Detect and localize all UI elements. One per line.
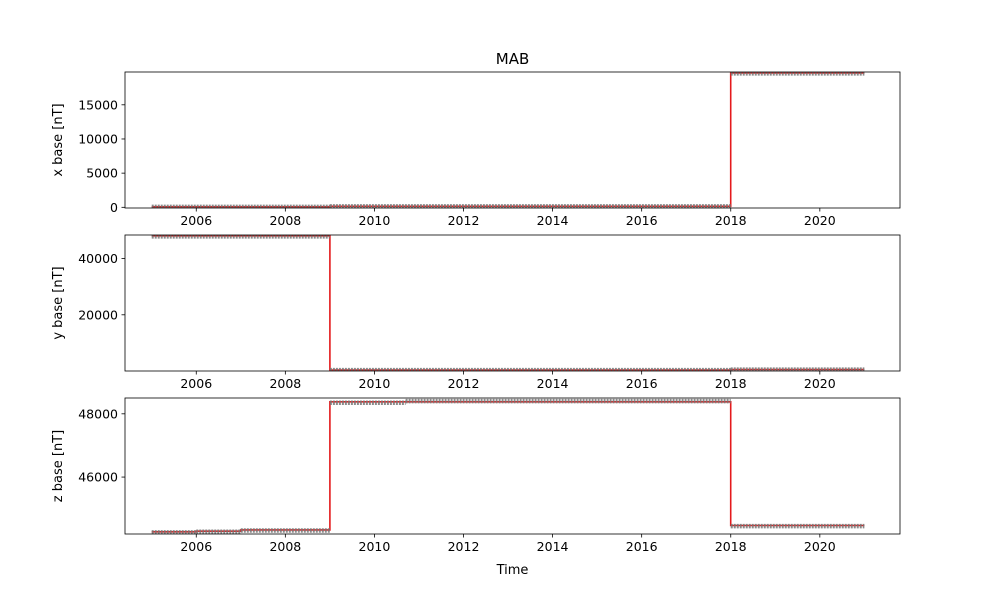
x-tick-label: 2014 <box>537 539 569 554</box>
x-tick-label: 2016 <box>626 376 658 391</box>
y-axis-label: y base [nT] <box>51 266 66 339</box>
axes-frame <box>124 234 901 372</box>
x-tick-label: 2010 <box>359 213 391 228</box>
y-tick-label: 0 <box>110 200 118 215</box>
y-axis-label: x base [nT] <box>51 103 66 176</box>
x-tick-label: 2008 <box>269 213 301 228</box>
plot-area <box>151 72 865 208</box>
x-tick-label: 2012 <box>448 213 480 228</box>
x-tick-label: 2018 <box>715 376 747 391</box>
y-tick-label: 20000 <box>78 307 118 322</box>
y-axis-label: z base [nT] <box>51 430 66 502</box>
panel-2: 2006 2008 2010 2012 2014 2016 2018 2020 20000 400… <box>51 234 901 391</box>
x-tick-label: 2020 <box>804 376 836 391</box>
x-tick-label: 2006 <box>180 376 212 391</box>
x-tick-label: 2010 <box>359 376 391 391</box>
x-tick-label: 2010 <box>359 539 391 554</box>
x-tick-label: 2014 <box>537 376 569 391</box>
y-tick-label: 48000 <box>78 406 118 421</box>
y-tick-label: 10000 <box>78 131 118 146</box>
chart-panels: 2006 2008 2010 2012 2014 2016 2018 2020 0 5000 100… <box>51 71 901 554</box>
plot-area <box>151 235 865 371</box>
base-line <box>151 72 865 208</box>
x-tick-label: 2006 <box>180 213 212 228</box>
y-tick-label: 5000 <box>86 166 118 181</box>
x-axis-label: Time <box>496 563 529 578</box>
panel-1: 2006 2008 2010 2012 2014 2016 2018 2020 0 5000 100… <box>51 71 901 228</box>
base-line <box>151 235 865 371</box>
y-tick-label: 46000 <box>78 470 118 485</box>
x-tick-label: 2020 <box>804 539 836 554</box>
x-tick-label: 2008 <box>269 539 301 554</box>
x-tick-label: 2006 <box>180 539 212 554</box>
x-tick-label: 2012 <box>448 376 480 391</box>
x-tick-label: 2020 <box>804 213 836 228</box>
chart-title: MAB <box>496 50 530 68</box>
x-tick-label: 2008 <box>269 376 301 391</box>
x-tick-label: 2016 <box>626 539 658 554</box>
x-tick-label: 2018 <box>715 539 747 554</box>
x-tick-label: 2016 <box>626 213 658 228</box>
y-tick-label: 40000 <box>78 251 118 266</box>
axes-frame <box>124 71 901 209</box>
base-line <box>151 400 865 533</box>
y-tick-label: 15000 <box>78 97 118 112</box>
x-tick-label: 2012 <box>448 539 480 554</box>
x-tick-label: 2014 <box>537 213 569 228</box>
panel-3: 2006 2008 2010 2012 2014 2016 2018 2020 46000 480… <box>51 397 901 554</box>
plot-area <box>151 398 865 534</box>
x-tick-label: 2018 <box>715 213 747 228</box>
axes-frame <box>124 397 901 535</box>
